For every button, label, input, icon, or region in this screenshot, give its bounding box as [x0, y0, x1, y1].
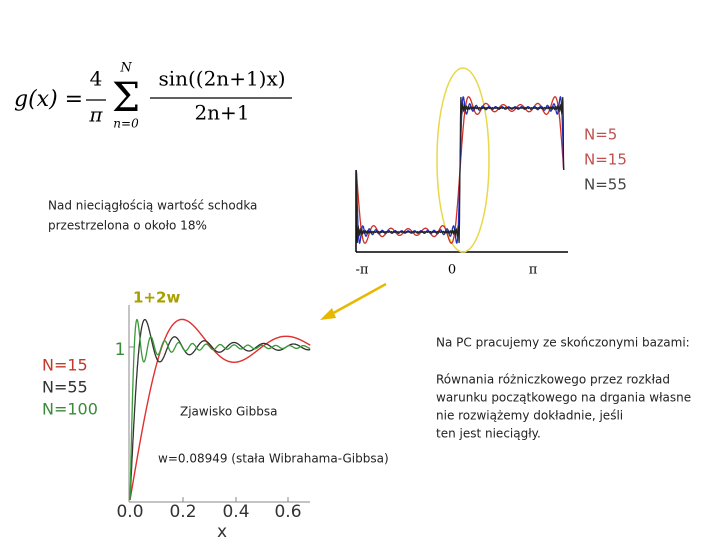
highlight-ellipse — [436, 67, 490, 253]
gibbs-constant: w=0.08949 (stała Wibrahama-Gibbsa) — [158, 452, 389, 466]
bottom-plot: 1+2w 1 0.0 0.2 0.4 0.6 x N=15 N=55 N=100… — [42, 289, 389, 540]
formula-numerator: sin((2n+1)x) — [158, 67, 285, 91]
right-line: nie rozwiążemy dokładnie, jeśli — [436, 409, 623, 423]
curve — [129, 318, 311, 501]
x-title: x — [217, 522, 227, 540]
x-label: π — [529, 263, 538, 278]
legend-entry: N=55 — [42, 378, 88, 397]
formula-sum-top: N — [119, 61, 132, 76]
right-line: Równania różniczkowego przez rozkład — [436, 373, 670, 387]
right-line: ten jest nieciągły. — [436, 427, 541, 441]
sum-sign: Σ — [112, 75, 140, 121]
legend-entry: N=15 — [42, 356, 88, 375]
x-tick-label: 0.0 — [116, 502, 143, 522]
curve — [129, 318, 311, 501]
caption: Zjawisko Gibbsa — [180, 405, 277, 419]
x-tick-label: 0.6 — [274, 502, 301, 522]
x-label: 0 — [448, 263, 456, 278]
y-label: 1 — [115, 340, 126, 360]
x-label: -π — [356, 263, 369, 278]
legend-entry: N=100 — [42, 400, 98, 419]
legend-entry: N=5 — [584, 126, 617, 144]
formula: g(x) = 4 π N Σ n=0 sin((2n+1)x) 2n+1 — [14, 61, 292, 131]
legend-entry: N=15 — [584, 151, 627, 169]
formula-denominator: 2n+1 — [194, 101, 249, 125]
formula-lhs: g(x) = — [14, 87, 83, 112]
arrow — [320, 282, 387, 320]
x-tick-label: 0.4 — [222, 502, 249, 522]
x-tick-label: 0.2 — [169, 502, 196, 522]
top-plot: -π 0 π N=5 N=15 N=55 — [355, 67, 627, 278]
formula-coef-num: 4 — [90, 67, 103, 91]
note-line: przestrzelona o około 18% — [48, 219, 207, 233]
right-line: warunku początkowego na drgania własne — [436, 391, 691, 405]
note-line: Nad nieciągłością wartość schodka — [48, 199, 257, 213]
formula-coef-den: π — [88, 103, 103, 127]
right-heading: Na PC pracujemy ze skończonymi bazami: — [436, 336, 690, 350]
curve — [355, 96, 565, 244]
label-1-2w: 1+2w — [133, 289, 180, 307]
formula-sum-bottom: n=0 — [113, 117, 139, 131]
legend-entry: N=55 — [584, 176, 627, 194]
